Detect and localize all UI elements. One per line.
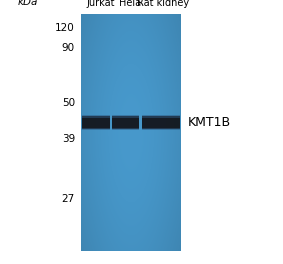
Text: Hela: Hela xyxy=(119,0,141,8)
Bar xyxy=(142,128,180,130)
Bar xyxy=(82,128,110,130)
Text: Jurkat: Jurkat xyxy=(86,0,115,8)
Bar xyxy=(142,115,180,118)
Bar xyxy=(112,128,139,130)
Text: 90: 90 xyxy=(62,43,75,53)
Text: Rat kidney: Rat kidney xyxy=(137,0,189,8)
Bar xyxy=(82,116,110,129)
Text: 39: 39 xyxy=(62,134,75,144)
Text: 50: 50 xyxy=(62,98,75,108)
Bar xyxy=(112,115,139,118)
Bar xyxy=(142,116,180,129)
Bar xyxy=(82,115,110,118)
Text: kDa: kDa xyxy=(18,0,38,7)
Bar xyxy=(112,116,139,129)
Text: 120: 120 xyxy=(55,23,75,33)
Text: 27: 27 xyxy=(62,194,75,204)
Text: KMT1B: KMT1B xyxy=(188,116,231,129)
